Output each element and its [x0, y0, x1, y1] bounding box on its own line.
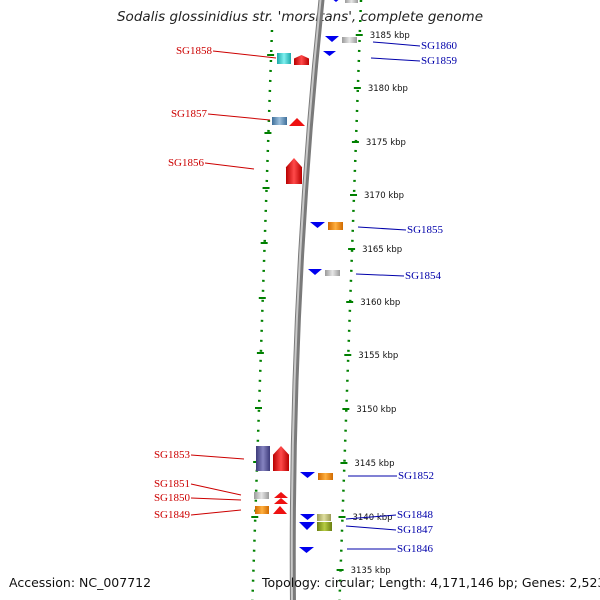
accession-label: Accession: NC_007712 [9, 575, 152, 590]
genome-summary-label: Topology: circular; Length: 4,171,146 bp… [262, 575, 600, 590]
position-label: 3145 kbp [354, 459, 394, 469]
gene-arrow-SG1847 [299, 522, 315, 530]
gene-arrow-SG1853 [273, 446, 289, 471]
gene-label-SG1851: SG1851 [154, 478, 190, 490]
leader-line-SG1858 [212, 50, 277, 59]
gene-block-SG1847 [317, 522, 332, 531]
leader-line-SG1857 [207, 113, 271, 121]
position-label: 3165 kbp [362, 245, 402, 255]
gene-arrow-SG1851 [274, 492, 288, 498]
gene-label-SG1852: SG1852 [398, 470, 434, 482]
gene-label-SG1859: SG1859 [421, 55, 458, 67]
gene-label-SG1854: SG1854 [405, 270, 442, 282]
gene-label-SG1846: SG1846 [397, 543, 434, 555]
gene-label-SG1849: SG1849 [154, 509, 191, 521]
position-label: 3185 kbp [370, 31, 410, 41]
gene-label-SG1855: SG1855 [407, 224, 444, 236]
gene-label-SG1860: SG1860 [421, 40, 458, 52]
leader-line-SG1859 [370, 57, 421, 62]
gene-arrow-SG1848 [300, 514, 315, 520]
position-label: 3140 kbp [352, 513, 392, 523]
gene-arrow-SG1858 [294, 55, 309, 65]
gene-label-SG1853: SG1853 [154, 449, 191, 461]
position-label: 3155 kbp [358, 351, 398, 361]
genome-backbone-highlight [290, 0, 322, 600]
leader-line-SG1850 [190, 497, 242, 501]
gene-block-SG1858 [277, 53, 291, 64]
leader-line-SG1853 [190, 454, 245, 460]
leader-line-SG1860 [372, 41, 421, 47]
gene-label-SG1847: SG1847 [397, 524, 434, 536]
gene-arrow-SG1846 [299, 547, 314, 553]
position-label: 3175 kbp [366, 138, 406, 148]
gene-label-SG1850: SG1850 [154, 492, 191, 504]
gene-block-SG1860 [342, 37, 357, 43]
gene-arrow-SG1859 [323, 51, 336, 56]
genome-backbone [289, 0, 325, 600]
gene-arrow-SG1856 [286, 158, 302, 184]
gene-label-SG1858: SG1858 [176, 45, 213, 57]
gene-label-SG1857: SG1857 [171, 108, 208, 120]
gene-arrow-SG1860 [325, 36, 339, 42]
gene-block-SG1853 [256, 446, 270, 471]
position-label: 3135 kbp [351, 566, 391, 576]
gene-arrow-top [333, 0, 339, 2]
position-label: 3170 kbp [364, 191, 404, 201]
leader-line-SG1847 [345, 525, 397, 531]
leader-line-SG1856 [204, 162, 255, 170]
gene-block-SG1852 [318, 473, 333, 480]
position-label: 3160 kbp [360, 298, 400, 308]
leader-line-SG1855 [357, 226, 407, 231]
position-label: 3180 kbp [368, 84, 408, 94]
gene-block-SG1854 [325, 270, 340, 276]
gene-arrow-SG1852 [300, 472, 315, 478]
gene-arrow-SG1857 [289, 118, 305, 126]
gene-block-SG1857 [272, 117, 287, 125]
gene-arrow-SG1849 [273, 506, 287, 514]
gene-label-SG1848: SG1848 [397, 509, 434, 521]
gene-block-SG1848 [317, 514, 331, 521]
gene-arrow-SG1855 [310, 222, 325, 228]
leader-line-SG1849 [190, 509, 242, 516]
gene-block-SG1855 [328, 222, 343, 230]
map-title: Sodalis glossinidius str. 'morsitans', c… [116, 9, 484, 25]
gene-arrow-SG1850 [274, 498, 288, 504]
position-label: 3150 kbp [356, 405, 396, 415]
leader-line-SG1848 [345, 514, 397, 520]
gene-label-SG1856: SG1856 [168, 157, 205, 169]
reverse-track-dots [338, 0, 363, 600]
gene-arrow-SG1854 [308, 269, 322, 275]
gene-block-SG1851 [254, 492, 269, 499]
gene-block-top [345, 0, 358, 3]
leader-line-SG1851 [190, 483, 242, 496]
forward-track-dots [251, 29, 274, 600]
leader-line-SG1854 [355, 273, 405, 277]
gene-block-SG1849 [255, 506, 269, 514]
